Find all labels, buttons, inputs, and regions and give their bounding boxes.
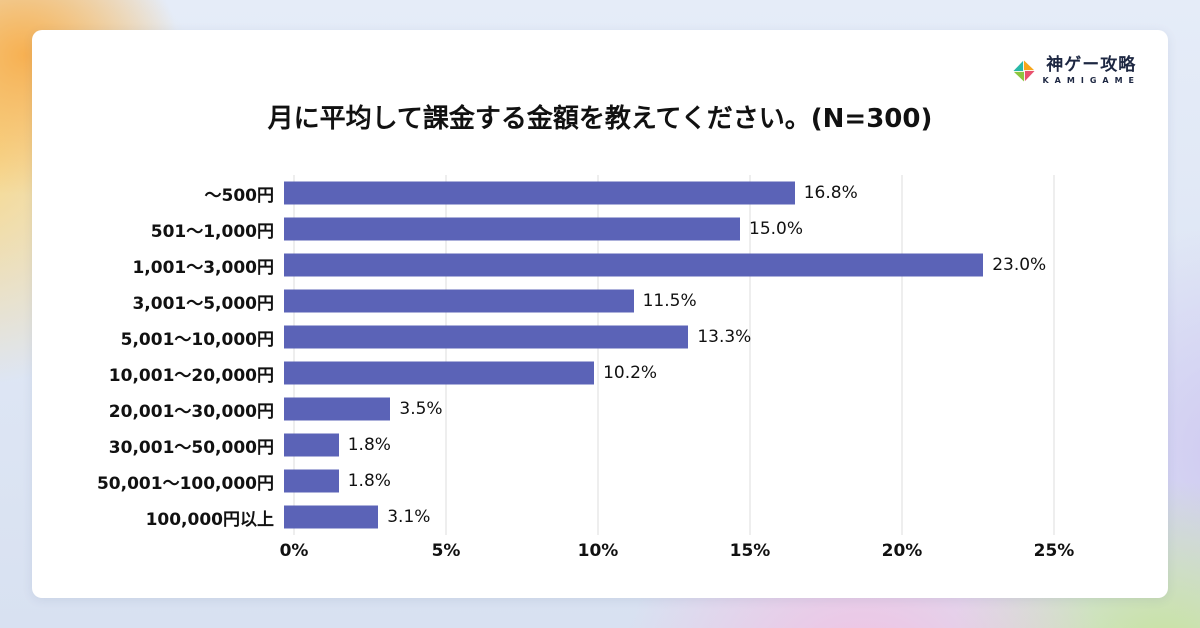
bar: [284, 361, 595, 385]
gridline: [749, 175, 751, 535]
value-label: 11.5%: [642, 291, 697, 311]
category-label: 3,001～5,000円: [132, 293, 274, 314]
row-plot-area: 3.1%: [284, 499, 1044, 535]
row-plot-area: 16.8%: [284, 175, 1044, 211]
value-label: 1.8%: [347, 471, 391, 491]
bar: [284, 325, 689, 349]
category-label: 30,001～50,000円: [108, 437, 274, 458]
chart-row: 10,001～20,000円 10.2%: [54, 355, 1146, 391]
value-label: 10.2%: [603, 363, 658, 383]
gridline: [445, 175, 447, 535]
bar: [284, 181, 795, 205]
value-label: 13.3%: [697, 327, 752, 347]
bar: [284, 469, 339, 493]
category-label: 501～1,000円: [150, 221, 274, 242]
site-logo: 神ゲー攻略 KAMIGAME: [1013, 56, 1140, 85]
chart-row: 100,000円以上 3.1%: [54, 499, 1146, 535]
category-label: 5,001～10,000円: [120, 329, 274, 350]
bar: [284, 505, 379, 529]
row-plot-area: 1.8%: [284, 463, 1044, 499]
value-label: 3.1%: [387, 507, 431, 527]
value-label: 1.8%: [347, 435, 391, 455]
bar: [284, 433, 339, 457]
x-tick-label: 15%: [729, 541, 771, 561]
logo-name: 神ゲー攻略: [1046, 55, 1137, 75]
gridline: [597, 175, 599, 535]
value-label: 15.0%: [749, 219, 804, 239]
x-tick-label: 10%: [577, 541, 619, 561]
chart-card: 神ゲー攻略 KAMIGAME 月に平均して課金する金額を教えてください。(N=3…: [32, 30, 1168, 598]
page-title: 月に平均して課金する金額を教えてください。(N=300): [267, 104, 933, 134]
chart-row: 3,001～5,000円 11.5%: [54, 283, 1146, 319]
value-label: 16.8%: [803, 183, 858, 203]
row-plot-area: 10.2%: [284, 355, 1044, 391]
row-plot-area: 1.8%: [284, 427, 1044, 463]
x-tick-label: 5%: [431, 541, 461, 561]
row-plot-area: 13.3%: [284, 319, 1044, 355]
bar: [284, 397, 391, 421]
bar-chart: ～500円 16.8% 501～1,000円 15.0% 1,001～3,000円 23.…: [54, 175, 1146, 571]
row-plot-area: 23.0%: [284, 247, 1047, 283]
gridline: [901, 175, 903, 535]
x-tick-label: 0%: [279, 541, 309, 561]
category-label: 100,000円以上: [145, 509, 274, 530]
chart-row: 5,001～10,000円 13.3%: [54, 319, 1146, 355]
chart-row: 1,001～3,000円 23.0%: [54, 247, 1146, 283]
gridlines: [293, 175, 1055, 535]
gridline: [1053, 175, 1055, 535]
bar: [284, 217, 740, 241]
kamigame-diamond-icon: [1013, 60, 1036, 82]
value-label: 23.0%: [992, 255, 1047, 275]
x-axis: 0% 5% 10% 15% 20% 25%: [280, 541, 1075, 571]
x-tick-label: 20%: [881, 541, 923, 561]
category-label: 1,001～3,000円: [132, 257, 274, 278]
row-plot-area: 11.5%: [284, 283, 1044, 319]
chart-rows: ～500円 16.8% 501～1,000円 15.0% 1,001～3,000円 23.…: [54, 175, 1146, 535]
gridline: [293, 175, 295, 535]
chart-row: 501～1,000円 15.0%: [54, 211, 1146, 247]
category-label: ～500円: [204, 185, 275, 206]
bar: [284, 253, 984, 277]
category-label: 10,001～20,000円: [108, 365, 274, 386]
logo-text: 神ゲー攻略 KAMIGAME: [1042, 56, 1140, 85]
row-plot-area: 15.0%: [284, 211, 1044, 247]
category-label: 20,001～30,000円: [108, 401, 274, 422]
chart-row: 30,001～50,000円 1.8%: [54, 427, 1146, 463]
bar: [284, 289, 634, 313]
row-plot-area: 3.5%: [284, 391, 1044, 427]
x-tick-label: 25%: [1033, 541, 1075, 561]
chart-row: 50,001～100,000円 1.8%: [54, 463, 1146, 499]
logo-subtitle: KAMIGAME: [1042, 75, 1140, 85]
value-label: 3.5%: [399, 399, 443, 419]
chart-row: 20,001～30,000円 3.5%: [54, 391, 1146, 427]
chart-row: ～500円 16.8%: [54, 175, 1146, 211]
category-label: 50,001～100,000円: [96, 473, 274, 494]
